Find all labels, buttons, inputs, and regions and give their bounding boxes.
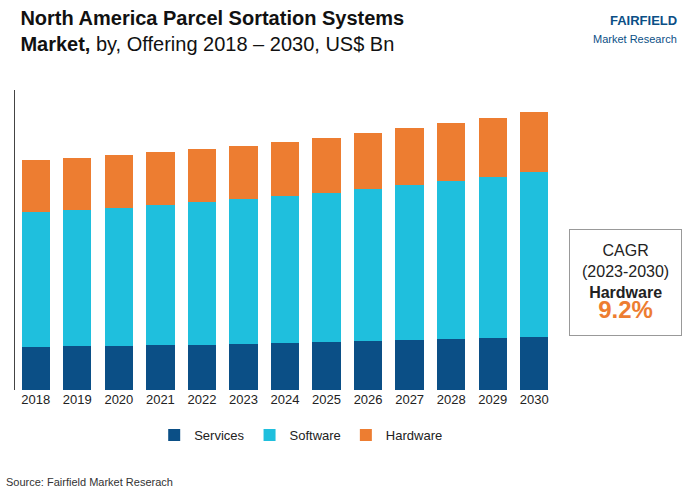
svg-text:2022: 2022 <box>187 392 216 407</box>
svg-text:Software: Software <box>290 428 341 443</box>
svg-text:North America Parcel Sortation: North America Parcel Sortation SystemsMa… <box>20 7 404 55</box>
svg-text:CAGR(2023-2030)Hardware9.2%: CAGR(2023-2030)Hardware9.2% <box>582 242 669 323</box>
svg-text:2019: 2019 <box>63 392 92 407</box>
svg-text:2021: 2021 <box>146 392 175 407</box>
svg-text:Services: Services <box>194 428 244 443</box>
svg-text:2029: 2029 <box>478 392 507 407</box>
svg-text:2026: 2026 <box>354 392 383 407</box>
svg-text:2020: 2020 <box>104 392 133 407</box>
svg-text:FAIRFIELD: FAIRFIELD <box>610 13 677 28</box>
svg-text:2023: 2023 <box>229 392 258 407</box>
svg-text:2024: 2024 <box>271 392 300 407</box>
svg-text:2030: 2030 <box>520 392 549 407</box>
svg-text:2028: 2028 <box>437 392 466 407</box>
svg-text:2027: 2027 <box>395 392 424 407</box>
svg-text:Hardware: Hardware <box>386 428 442 443</box>
svg-text:Source: Fairfield Market Reser: Source: Fairfield Market Reserach <box>6 476 173 488</box>
svg-text:Market Research: Market Research <box>593 33 677 45</box>
svg-text:2018: 2018 <box>21 392 50 407</box>
svg-text:2025: 2025 <box>312 392 341 407</box>
